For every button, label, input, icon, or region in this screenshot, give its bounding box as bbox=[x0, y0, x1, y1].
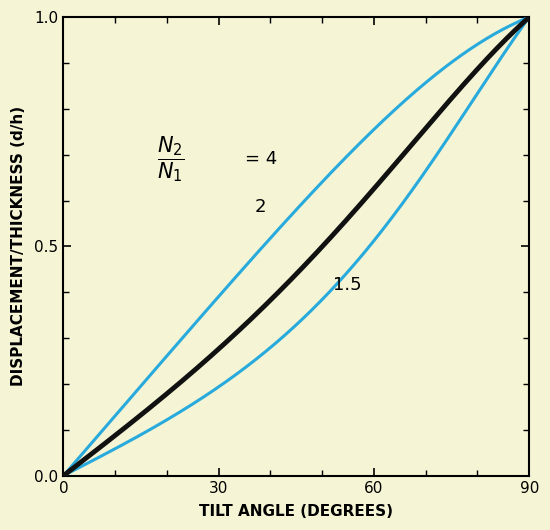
Text: 2: 2 bbox=[255, 198, 266, 216]
X-axis label: TILT ANGLE (DEGREES): TILT ANGLE (DEGREES) bbox=[199, 504, 393, 519]
Text: = 4: = 4 bbox=[245, 151, 277, 168]
Text: 1.5: 1.5 bbox=[333, 276, 361, 294]
Text: $\dfrac{N_2}{N_1}$: $\dfrac{N_2}{N_1}$ bbox=[157, 135, 184, 184]
Y-axis label: DISPLACEMENT/THICKNESS (d/h): DISPLACEMENT/THICKNESS (d/h) bbox=[11, 107, 26, 386]
